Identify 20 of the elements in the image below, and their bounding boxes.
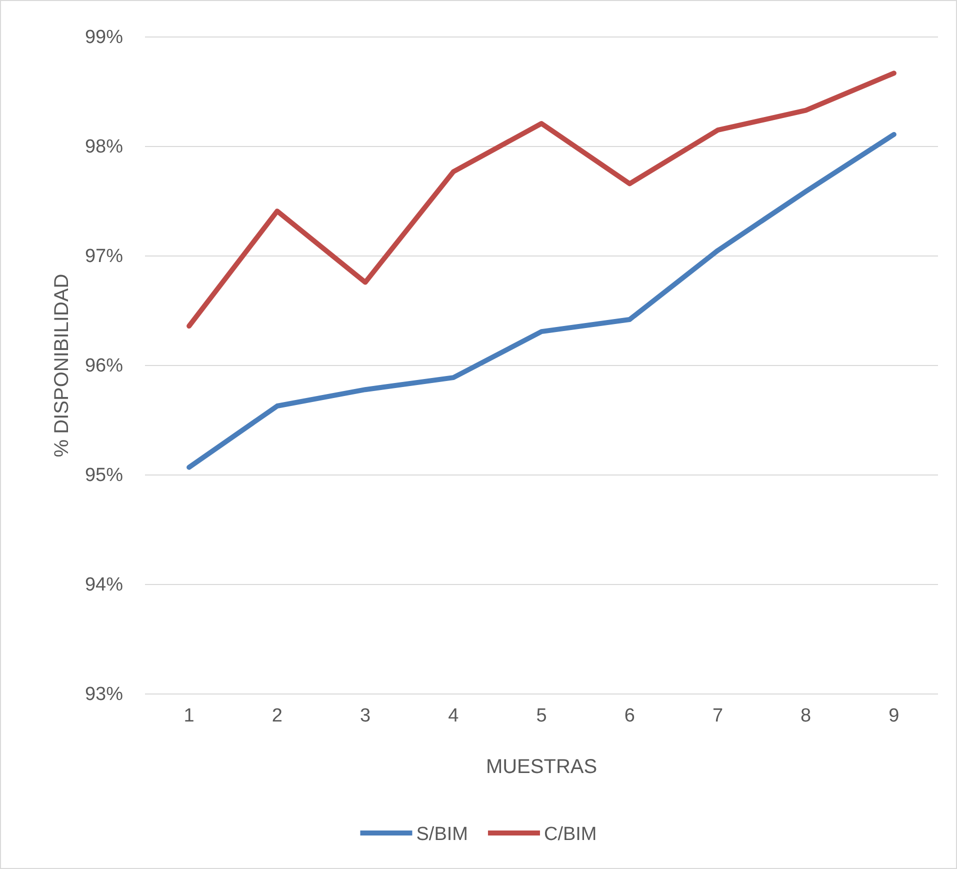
y-tick-label: 98% — [84, 136, 124, 158]
legend-label: C/BIM — [544, 824, 597, 845]
y-axis-title: % DISPONIBILIDAD — [51, 274, 73, 458]
y-tick-label: 95% — [84, 465, 124, 486]
y-tick-label: 99% — [84, 27, 124, 48]
x-tick-label: 9 — [888, 705, 900, 726]
x-tick-label: 8 — [800, 705, 812, 726]
x-tick-label: 4 — [448, 705, 460, 726]
y-tick-label: 97% — [84, 246, 124, 268]
y-tick-label: 94% — [84, 574, 124, 596]
x-tick-label: 2 — [272, 705, 282, 726]
x-tick-label: 7 — [712, 705, 724, 726]
legend-label: S/BIM — [416, 824, 468, 845]
x-tick-label: 5 — [536, 705, 547, 726]
y-tick-label: 93% — [84, 684, 124, 706]
x-tick-label: 3 — [360, 705, 371, 726]
y-tick-label: 96% — [84, 356, 124, 377]
x-tick-label: 1 — [184, 705, 194, 726]
x-tick-label: 6 — [624, 705, 635, 726]
x-axis-title: MUESTRAS — [486, 756, 598, 778]
